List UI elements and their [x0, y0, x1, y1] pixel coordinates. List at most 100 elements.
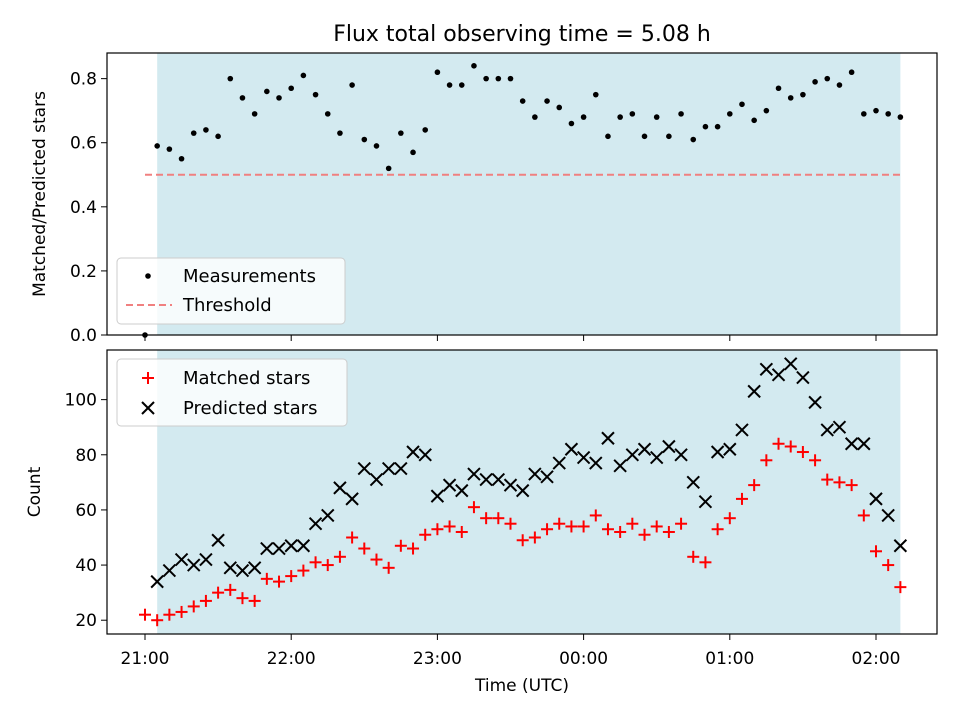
measurement-point [483, 75, 489, 82]
matched-star-point [833, 476, 846, 489]
measurement-point [337, 130, 343, 136]
predicted-star-point-b [479, 472, 493, 487]
predicted-star-point [698, 494, 713, 509]
matched-star-point [248, 594, 261, 607]
measurement-point [775, 85, 782, 92]
legend-measurements-label: Measurements [183, 266, 316, 287]
top-axes-frame [106, 52, 938, 336]
measurement-point [568, 120, 575, 127]
measurement-point [324, 111, 331, 117]
matched-star-point [273, 575, 286, 588]
top-y-tick-label: 0.0 [70, 326, 97, 346]
matched-star-points [139, 437, 907, 627]
predicted-star-point-b [284, 539, 298, 553]
measurement-point [154, 143, 160, 149]
matched-star-point [492, 512, 505, 525]
predicted-star-point [418, 448, 432, 462]
predicted-star-point [796, 370, 810, 385]
bottom-x-tick-label: 23:00 [413, 649, 462, 669]
predicted-star-point-b [296, 539, 311, 553]
matched-star-point [723, 512, 736, 525]
matched-star-point [614, 525, 627, 538]
measurement-point [166, 146, 173, 152]
predicted-star-point-b [820, 423, 834, 437]
predicted-star-point [211, 533, 225, 547]
matched-star-point [760, 454, 773, 467]
measurement-point [178, 155, 185, 162]
measurement-point [288, 85, 295, 92]
matched-star-point [650, 520, 663, 533]
matched-star-point [675, 517, 688, 530]
predicted-star-point-b [211, 533, 225, 547]
matched-star-point [870, 545, 882, 558]
chart-title: Flux total observing time = 5.08 h [333, 22, 711, 47]
predicted-star-point [321, 508, 335, 523]
predicted-star-point [223, 561, 237, 575]
measurement-point [751, 117, 757, 124]
predicted-star-point-b [150, 574, 164, 589]
measurement-point [227, 75, 234, 82]
matched-star-point [321, 559, 334, 572]
matched-star-point [821, 473, 834, 486]
measurement-point [532, 114, 538, 120]
matched-star-point [626, 517, 639, 530]
matched-star-point [589, 509, 602, 522]
measurement-point [739, 101, 745, 108]
predicted-star-point [576, 450, 591, 465]
measurement-point [556, 104, 563, 111]
measurement-point [385, 165, 392, 172]
matched-star-point [139, 608, 151, 621]
predicted-star-point-b [467, 467, 481, 481]
matched-star-point [358, 542, 371, 555]
predicted-star-point [381, 461, 396, 476]
predicted-star-point-b [857, 437, 871, 451]
predicted-star-point-b [649, 450, 664, 465]
matched-star-point [528, 531, 541, 544]
measurement-point [239, 95, 246, 101]
measurement-point [190, 130, 197, 136]
predicted-star-point-b [528, 467, 542, 481]
bottom-y-tick-label: 100 [65, 391, 97, 411]
predicted-star-point-b [686, 475, 700, 490]
predicted-star-point [844, 437, 859, 451]
bottom-legend: Matched stars Predicted stars [116, 358, 348, 427]
bottom-y-tick-label: 20 [75, 611, 97, 631]
predicted-star-points [150, 357, 908, 589]
measurement-point [641, 133, 648, 140]
predicted-star-point [625, 448, 640, 462]
measurement-point [215, 133, 221, 140]
predicted-star-point [857, 437, 871, 451]
legend-matched-marker [142, 372, 154, 384]
predicted-star-point [345, 492, 359, 506]
predicted-star-point-b [503, 478, 518, 492]
matched-star-point [565, 520, 578, 533]
predicted-star-point [552, 456, 566, 470]
measurement-point [446, 82, 453, 88]
predicted-star-point [247, 561, 262, 575]
predicted-star-point-b [321, 508, 335, 523]
measurement-point [629, 111, 636, 117]
predicted-star-point-b [345, 492, 359, 506]
predicted-star-point [296, 539, 311, 553]
predicted-star-point-b [601, 431, 615, 445]
measurement-point [422, 127, 429, 133]
predicted-star-point-b [881, 508, 895, 523]
predicted-star-point [369, 472, 384, 487]
matched-star-point [638, 528, 651, 541]
predicted-star-point-b [832, 420, 847, 434]
measurement-point [276, 95, 282, 101]
measurement-point [519, 98, 526, 104]
predicted-star-point-b [759, 362, 774, 377]
measurement-point [690, 136, 697, 143]
bottom-x-axis-label: Time (UTC) [474, 676, 569, 696]
predicted-star-point [272, 541, 286, 556]
predicted-star-point-b [662, 439, 676, 454]
matched-star-point [516, 534, 529, 547]
predicted-star-point-b [613, 459, 627, 473]
matched-star-point [857, 509, 870, 522]
predicted-star-point-b [784, 357, 798, 371]
measurement-point [300, 72, 307, 79]
top-y-tick-label: 0.4 [70, 198, 97, 218]
bottom-x-tick-label: 22:00 [267, 649, 316, 669]
predicted-star-point-b [199, 552, 213, 567]
